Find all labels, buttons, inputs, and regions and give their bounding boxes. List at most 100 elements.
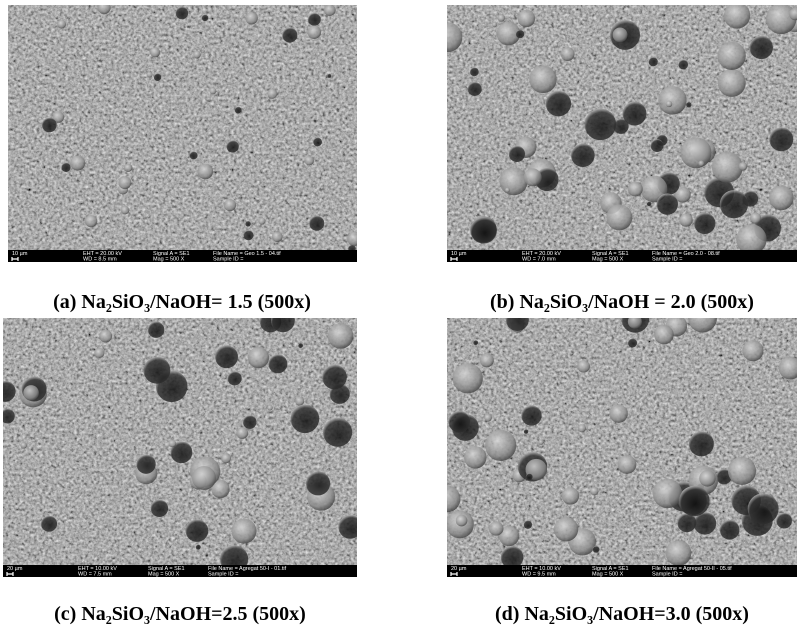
info-text: WD = 7.5 mm: [78, 572, 112, 578]
sphere: [231, 519, 256, 544]
info-text: Mag = 500 X: [592, 572, 624, 578]
pore: [94, 348, 104, 358]
sphere: [228, 371, 242, 385]
sphere: [197, 164, 213, 180]
sphere: [529, 66, 557, 94]
pore: [561, 47, 575, 61]
info-text: Mag = 500 X: [592, 257, 624, 263]
sphere: [41, 516, 57, 532]
sphere: [298, 343, 303, 348]
sphere: [628, 182, 643, 197]
sphere: [742, 340, 763, 361]
pore: [192, 466, 216, 490]
pore: [571, 143, 595, 167]
pore: [651, 139, 664, 152]
sphere: [728, 457, 756, 485]
pore: [221, 60, 225, 64]
pore: [524, 168, 542, 186]
sphere: [243, 230, 253, 240]
sphere: [291, 404, 320, 433]
sphere: [433, 22, 463, 52]
pore: [309, 216, 324, 231]
pore: [150, 47, 160, 57]
pore: [718, 42, 746, 70]
pore: [186, 519, 209, 542]
sphere: [666, 540, 692, 566]
pore: [739, 162, 748, 171]
sphere: [147, 71, 153, 77]
pore: [521, 405, 541, 425]
pore: [202, 15, 209, 22]
scale-bar-label: 10 µm: [12, 251, 28, 257]
sphere: [658, 86, 686, 114]
sphere: [448, 411, 470, 433]
sphere: [500, 167, 528, 195]
sphere: [524, 520, 532, 528]
sphere: [578, 424, 586, 432]
pore: [720, 190, 748, 218]
sphere: [143, 357, 170, 384]
pore: [712, 152, 743, 183]
sphere: [724, 2, 750, 28]
pore: [593, 546, 600, 553]
pore: [295, 397, 304, 406]
sphere: [666, 101, 673, 108]
pore: [323, 418, 352, 447]
pore: [546, 91, 572, 117]
info-text: Mag = 500 X: [148, 572, 180, 578]
sphere: [590, 487, 598, 495]
sphere: [484, 414, 492, 422]
sphere: [70, 156, 85, 171]
pore: [304, 156, 313, 165]
pore: [338, 515, 362, 539]
sphere: [538, 439, 543, 444]
pore: [686, 102, 691, 107]
sphere: [562, 487, 579, 504]
pore: [628, 315, 642, 329]
sphere: [657, 193, 678, 214]
sem-image: [434, 304, 802, 577]
pore: [445, 207, 450, 212]
pore: [681, 137, 712, 168]
sphere: [85, 215, 97, 227]
pore: [148, 321, 165, 338]
pore: [306, 471, 330, 495]
pore: [193, 51, 201, 59]
pore: [505, 188, 510, 193]
pore: [324, 4, 336, 16]
sem-image: [433, 2, 804, 262]
sphere: [42, 118, 57, 133]
sphere: [678, 60, 688, 70]
info-text: Mag = 500 X: [153, 257, 185, 263]
scale-bar-label: 20 µm: [7, 566, 23, 572]
pore: [124, 164, 132, 172]
sphere: [447, 104, 451, 108]
info-text: Sample ID =: [652, 572, 682, 578]
scale-bar-label: 20 µm: [451, 566, 467, 572]
pore: [509, 146, 525, 162]
sphere: [736, 224, 766, 254]
sphere: [119, 176, 132, 189]
sphere: [577, 360, 590, 373]
sphere: [190, 151, 198, 159]
scale-bar-label: 10 µm: [451, 251, 467, 257]
sphere: [750, 36, 773, 59]
sphere: [609, 404, 627, 422]
sphere: [718, 69, 746, 97]
sphere: [789, 8, 801, 20]
pore: [267, 89, 277, 99]
sphere: [196, 545, 201, 550]
pore: [524, 429, 529, 434]
sphere: [698, 161, 704, 167]
sphere: [526, 473, 533, 480]
sphere: [272, 231, 283, 242]
pore: [227, 140, 239, 152]
pore: [154, 73, 162, 81]
info-text: WD = 9.5 mm: [522, 572, 556, 578]
sphere: [121, 206, 129, 214]
figure: 10 µmEHT = 20.00 kVWD = 8.5 mmSignal A =…: [0, 0, 805, 633]
pore: [464, 446, 487, 469]
sphere: [235, 107, 242, 114]
sphere: [628, 338, 637, 347]
